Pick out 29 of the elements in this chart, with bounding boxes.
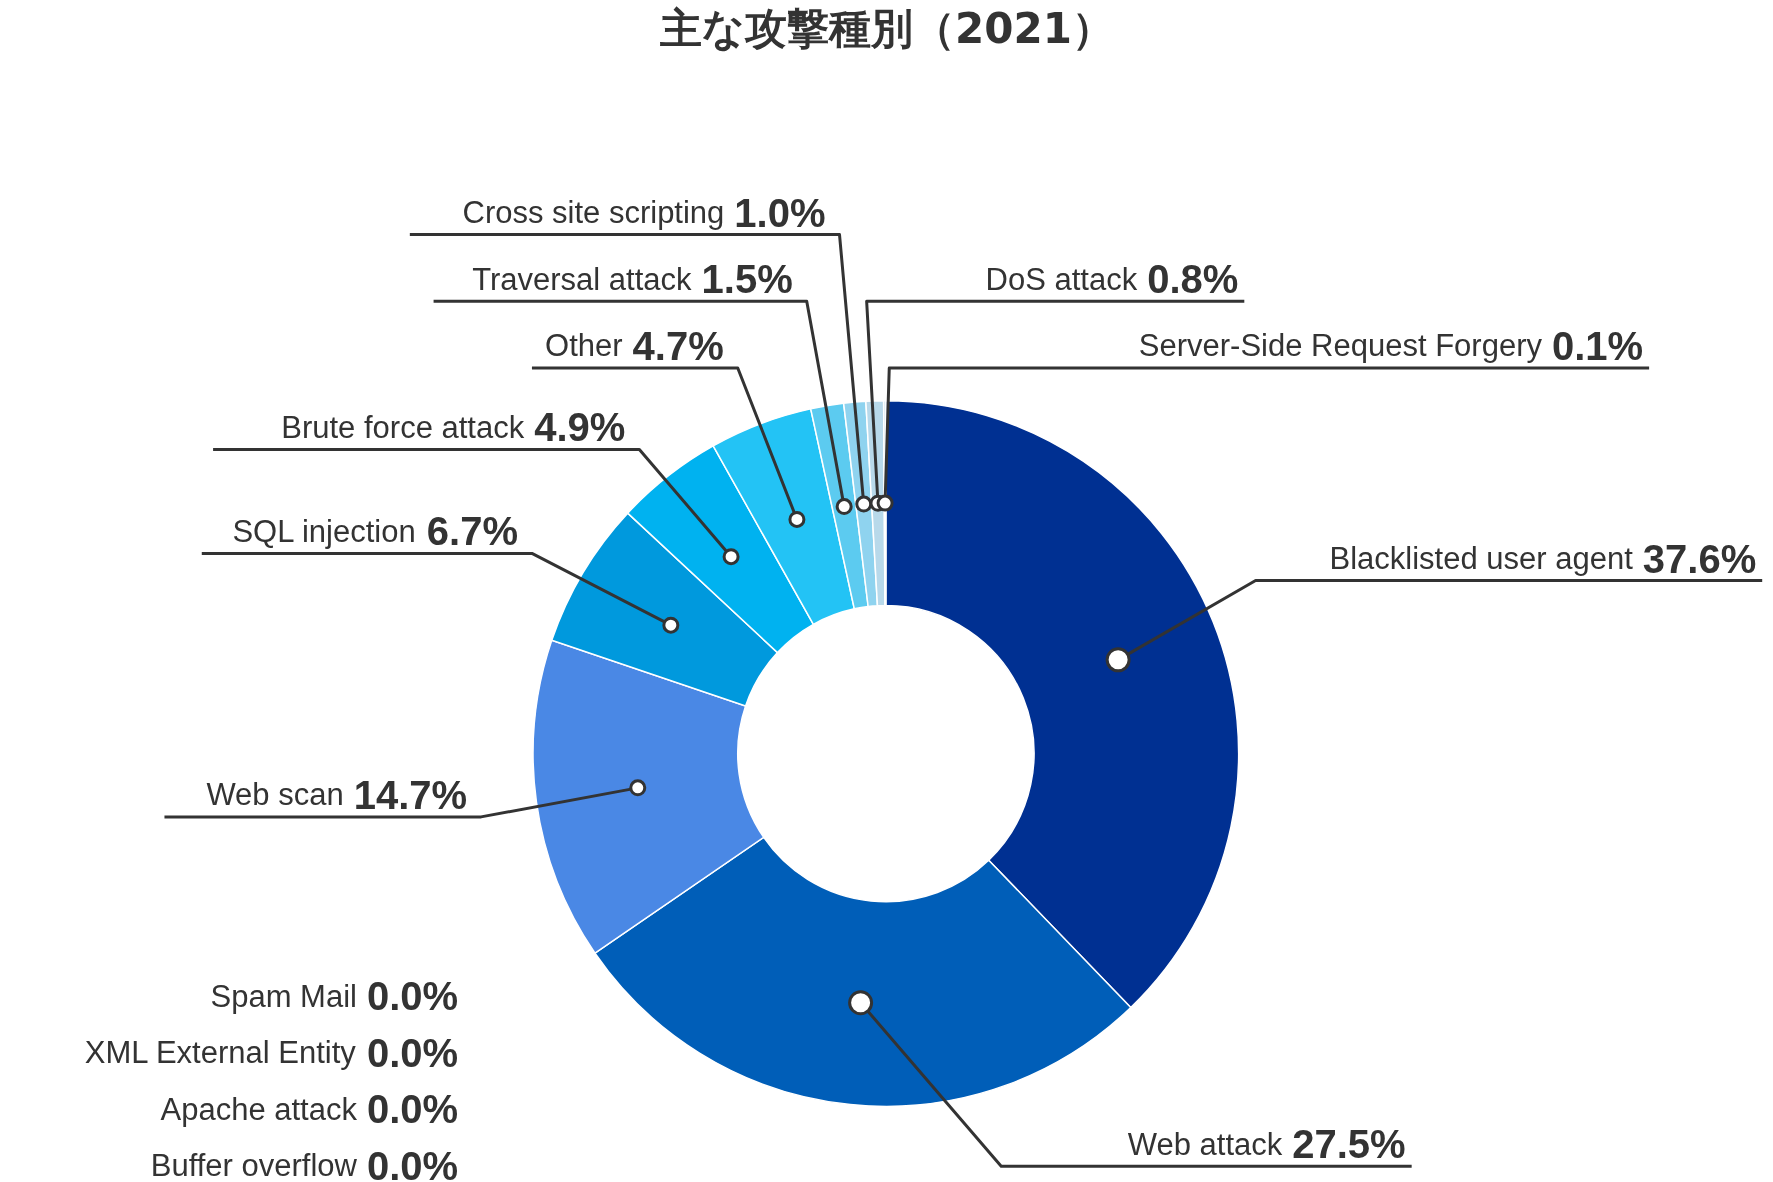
text: 0.0%	[366, 1087, 459, 1132]
slice-label: Server-Side Request Forgery	[1138, 328, 1543, 364]
data-label: 1.5%	[701, 257, 793, 302]
data-label: 6.7%	[426, 509, 518, 554]
slice-label: Cross site scripting	[462, 195, 725, 231]
text: 0.0%	[366, 974, 459, 1019]
data-label: 4.7%	[632, 323, 724, 368]
category-label: XML External Entity	[84, 1035, 356, 1071]
data-label: 0.8%	[1147, 257, 1239, 302]
data-label: 4.9%	[534, 405, 626, 450]
slice-label: DoS attack	[985, 261, 1138, 297]
slice-label: Brute force attack	[281, 409, 525, 445]
data-label: 27.5%	[1292, 1122, 1406, 1167]
category-label: Spam Mail	[210, 978, 357, 1014]
slice-label: Blacklisted user agent	[1329, 541, 1634, 577]
data-label: 0.1%	[1551, 323, 1644, 368]
slice-label: Web scan	[206, 777, 344, 813]
slice-label: Web attack	[1127, 1126, 1283, 1162]
category-label: Apache attack	[160, 1091, 357, 1127]
data-label: 37.6%	[1642, 536, 1757, 581]
data-label: 14.7%	[353, 772, 468, 817]
category-label: Buffer overflow	[150, 1148, 357, 1182]
slice-label: SQL injection	[232, 513, 416, 549]
data-label: 1.0%	[734, 190, 826, 235]
text: 0.0%	[366, 1143, 459, 1182]
text: 0.0%	[366, 1030, 459, 1075]
chart-title: 主な攻撃種別（2021）	[659, 4, 1114, 54]
slice-label: Traversal attack	[472, 261, 693, 297]
slice-label: Other	[545, 328, 623, 364]
